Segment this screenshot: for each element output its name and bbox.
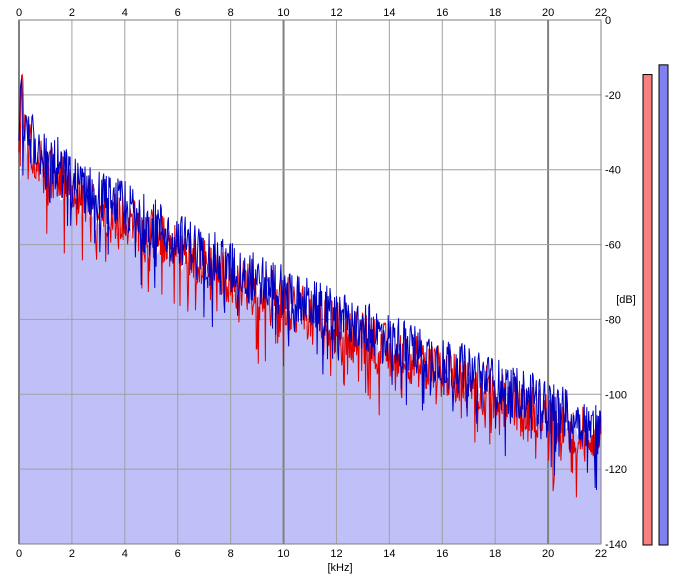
x-axis-title: [kHz]: [327, 562, 352, 574]
x-axis-top: 0 2 4 6 8 10 12 14 16 18 20 22: [16, 7, 607, 19]
plot-frame: [18, 19, 602, 545]
spectrum-fill: [19, 140, 601, 544]
spectrum-fill-layer: [19, 140, 601, 544]
x-tick-label-top: 2: [69, 7, 75, 19]
x-tick-label-bottom: 10: [277, 548, 289, 560]
x-tick-label-top: 0: [16, 7, 22, 19]
x-tick-label-top: 4: [122, 7, 128, 19]
y-tick-label: -40: [605, 165, 621, 177]
x-tick-label-bottom: 0: [16, 548, 22, 560]
x-tick-label-bottom: 22: [595, 548, 607, 560]
y-axis-title: [dB]: [616, 294, 636, 306]
x-tick-label-bottom: 8: [228, 548, 234, 560]
x-axis-bottom: 0 2 4 6 8 10 12 14 16 18 20 22: [16, 548, 607, 560]
y-tick-label: -100: [605, 389, 627, 401]
y-tick-label: -60: [605, 240, 621, 252]
x-tick-label-top: 14: [383, 7, 395, 19]
x-tick-label-top: 10: [277, 7, 289, 19]
left-level-meter: [642, 74, 653, 546]
level-meters: [642, 64, 669, 546]
right-channel-line: [18, 78, 602, 491]
x-tick-label-top: 18: [489, 7, 501, 19]
x-tick-label-top: 8: [228, 7, 234, 19]
y-tick-label: 0: [605, 15, 611, 27]
x-tick-label-top: 12: [330, 7, 342, 19]
x-tick-label-top: 16: [436, 7, 448, 19]
y-axis-right: 0 -20 -40 -60 -80 -100 -120 -140: [605, 15, 627, 551]
x-tick-label-bottom: 20: [542, 548, 554, 560]
y-tick-label: -80: [605, 314, 621, 326]
x-tick-label-top: 22: [595, 7, 607, 19]
y-tick-label: -120: [605, 464, 627, 476]
series-layer: [18, 73, 602, 498]
left-channel-line: [18, 73, 602, 498]
right-level-meter: [658, 64, 669, 546]
x-tick-label-bottom: 12: [330, 548, 342, 560]
x-tick-label-bottom: 4: [122, 548, 128, 560]
y-tick-label: -20: [605, 90, 621, 102]
x-tick-label-bottom: 2: [69, 548, 75, 560]
y-tick-label: -140: [605, 539, 627, 551]
x-tick-label-bottom: 6: [175, 548, 181, 560]
x-tick-label-top: 20: [542, 7, 554, 19]
x-tick-label-bottom: 16: [436, 548, 448, 560]
x-tick-label-bottom: 14: [383, 548, 395, 560]
x-tick-label-bottom: 18: [489, 548, 501, 560]
x-tick-label-top: 6: [175, 7, 181, 19]
